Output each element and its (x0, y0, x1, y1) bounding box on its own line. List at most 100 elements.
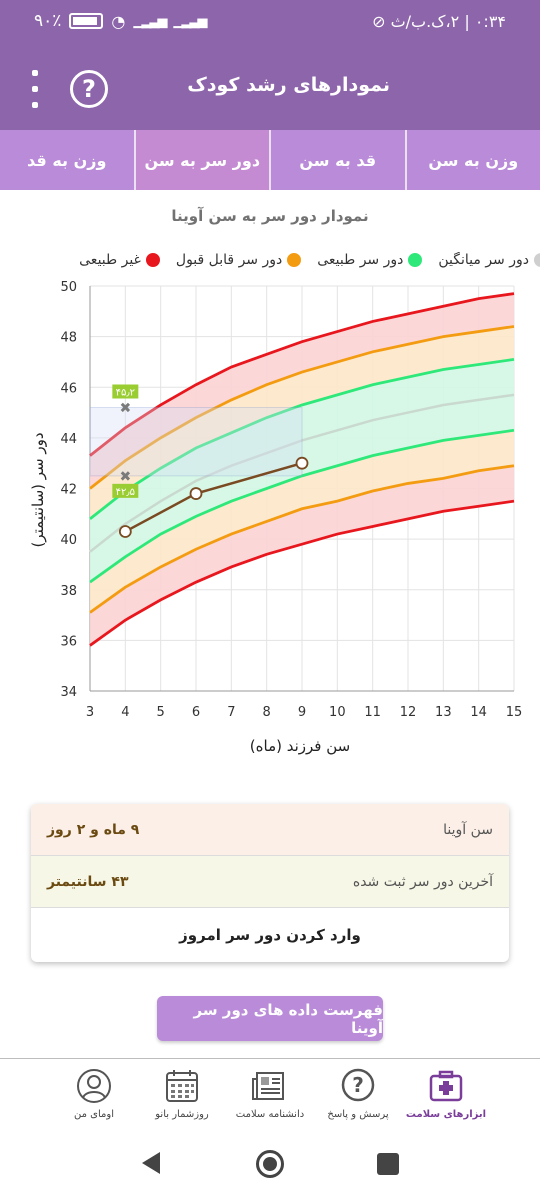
series-line (89, 428, 515, 584)
head-circumference-chart[interactable]: ✖✖۴۵٫۲۴۲٫۵ 3 4 5 6 7 8 9 10 11 12 13 14 153436384042… (0, 270, 540, 720)
lower-marker-x: ✖ (119, 469, 131, 485)
x-tick-label: 8 (263, 705, 271, 720)
y-tick-label: 44 (60, 432, 77, 447)
age-value: ۹ ماه و ۲ روز (47, 821, 140, 838)
chart-band (90, 359, 514, 552)
upper-marker-x: ✖ (119, 401, 131, 417)
info-card: سن آوینا ۹ ماه و ۲ روز آخرین دور سر ثبت … (31, 804, 509, 962)
y-tick-label: 42 (60, 483, 77, 498)
bottom-nav: ابزارهای سلامت ? پرسش و پاسخ دانشنامه سل… (0, 1058, 540, 1130)
series-line (89, 393, 515, 553)
lower-marker-badge (112, 483, 139, 498)
svg-text:دور سر (سانتیمتر): دور سر (سانتیمتر) (29, 432, 47, 547)
chart-band (90, 326, 514, 519)
tab-weight-age[interactable]: وزن به سن (404, 130, 540, 190)
chart-band (90, 430, 514, 613)
profile-icon (77, 1069, 111, 1103)
legend-dot-red (145, 253, 160, 267)
x-tick-label: 6 (192, 705, 200, 720)
age-label: سن آوینا (443, 821, 493, 838)
x-tick-label: 13 (435, 705, 452, 720)
legend-item-abnormal[interactable]: غیر طبیعی (79, 252, 160, 268)
newspaper-icon (252, 1072, 284, 1100)
battery-icon (69, 13, 104, 29)
y-tick-label: 38 (60, 584, 77, 599)
nav-encyclopedia[interactable]: دانشنامه سلامت (226, 1059, 314, 1130)
lower-marker-label: ۴۲٫۵ (116, 487, 135, 498)
y-tick-label: 46 (60, 381, 77, 396)
tab-weight-height[interactable]: وزن به قد (27, 150, 107, 170)
last-measure-row: آخرین دور سر ثبت شده ۴۳ سانتیمتر (31, 856, 509, 908)
upper-marker-label: ۴۵٫۲ (116, 388, 135, 399)
nav-calendar[interactable]: روزشمار بانو (138, 1059, 226, 1130)
x-tick-label: 12 (400, 705, 417, 720)
legend-item-mean[interactable]: دور سر میانگین (438, 252, 540, 268)
tab-bar: وزن به سن قد به سن دور سر به سن وزن به ق… (0, 130, 540, 190)
upper-marker-badge (112, 384, 139, 399)
back-icon[interactable] (142, 1152, 160, 1174)
time: ۰:۳۴ (474, 12, 506, 31)
system-nav (0, 1130, 540, 1200)
svg-text:?: ? (352, 1073, 364, 1097)
legend-item-normal[interactable]: دور سر طبیعی (317, 252, 423, 268)
x-tick-label: 4 (121, 705, 129, 720)
legend-item-acceptable[interactable]: دور سر قابل قبول (176, 252, 302, 268)
more-vertical-icon[interactable] (28, 70, 42, 108)
status-bar: ۹۰٪ ◔ ▁▂▃▅ ▁▂▃▅ ۰:۳۴ | ۲،ک.ب/ث ⊘ (0, 0, 540, 46)
series-line (89, 325, 515, 490)
wifi-icon: ◔ (111, 11, 126, 31)
enter-today-button[interactable]: وارد کردن دور سر امروز (179, 926, 361, 944)
nav-qa[interactable]: ? پرسش و پاسخ (314, 1059, 402, 1130)
y-tick-label: 36 (60, 634, 77, 649)
signal-icon-2: ▁▂▃▅ (173, 13, 207, 29)
medical-kit-icon (429, 1070, 463, 1102)
y-tick-label: 34 (60, 685, 77, 700)
data-list-button[interactable]: فهرست داده های دور سر آوینا (157, 996, 383, 1041)
legend-dot-gray (534, 253, 540, 267)
range-box (89, 407, 303, 477)
legend-dot-green (408, 253, 423, 267)
x-tick-label: 3 (86, 705, 94, 720)
chart-title: نمودار دور سر به سن آوینا (171, 207, 369, 225)
x-tick-label: 11 (364, 705, 381, 720)
series-line (89, 464, 515, 614)
y-tick-label: 40 (60, 533, 77, 548)
x-tick-label: 14 (470, 705, 487, 720)
signal-icon: ▁▂▃▅ (133, 13, 167, 29)
last-measure-label: آخرین دور سر ثبت شده (352, 873, 493, 890)
app-bar: ? نمودارهای رشد کودک (0, 46, 540, 130)
page-title: نمودارهای رشد کودک (187, 74, 390, 96)
nav-health-tools[interactable]: ابزارهای سلامت (402, 1059, 490, 1130)
age-row: سن آوینا ۹ ماه و ۲ روز (31, 804, 509, 856)
last-measure-value: ۴۳ سانتیمتر (47, 873, 129, 890)
tab-head-age[interactable]: دور سر به سن (133, 130, 269, 190)
home-icon[interactable] (256, 1150, 284, 1178)
legend-dot-orange (287, 253, 302, 267)
child-point (189, 487, 203, 500)
x-axis-title: سن فرزند (ماه) (249, 737, 351, 755)
series-line (89, 499, 515, 647)
recent-apps-icon[interactable] (377, 1153, 399, 1175)
y-tick-label: 48 (60, 331, 77, 346)
mute-icon: ⊘ (372, 12, 386, 31)
x-tick-label: 7 (227, 705, 235, 720)
child-point (118, 525, 132, 538)
child-point (295, 456, 309, 470)
question-bubble-icon: ? (341, 1068, 375, 1102)
chart-band (90, 293, 514, 489)
x-tick-label: 9 (298, 705, 306, 720)
chart-band (90, 465, 514, 646)
question-circle-icon[interactable]: ? (70, 70, 108, 108)
status-time: ۰:۳۴ | ۲،ک.ب/ث ⊘ (372, 12, 506, 31)
battery-percent: ۹۰٪ (34, 11, 62, 31)
y-axis-title: دور سر (سانتیمتر) (29, 432, 47, 547)
y-tick-label: 50 (60, 280, 77, 295)
tab-height-age[interactable]: قد به سن (269, 130, 405, 190)
calendar-icon (166, 1070, 198, 1102)
series-line (89, 292, 515, 457)
chart-legend: غیر طبیعی دور سر قابل قبول دور سر طبیعی … (0, 252, 540, 276)
status-icons: ۹۰٪ ◔ ▁▂▃▅ ▁▂▃▅ (34, 11, 207, 31)
nav-profile[interactable]: اومای من (50, 1059, 138, 1130)
x-tick-label: 15 (506, 705, 523, 720)
x-tick-label: 5 (157, 705, 165, 720)
